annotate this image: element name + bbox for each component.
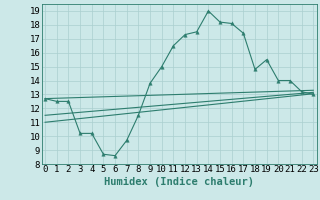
X-axis label: Humidex (Indice chaleur): Humidex (Indice chaleur) — [104, 177, 254, 187]
